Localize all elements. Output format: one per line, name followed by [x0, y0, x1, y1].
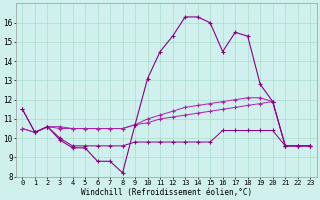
X-axis label: Windchill (Refroidissement éolien,°C): Windchill (Refroidissement éolien,°C): [81, 188, 252, 197]
